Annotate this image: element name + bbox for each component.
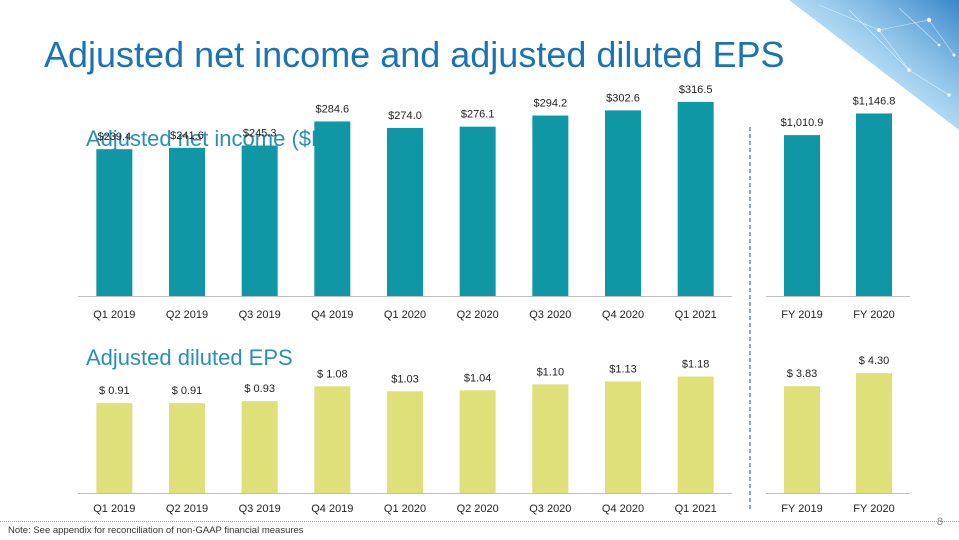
- x-tick-label: Q2 2020: [457, 309, 499, 321]
- bar: [387, 391, 423, 493]
- bar: [532, 384, 569, 493]
- bar: [459, 390, 496, 493]
- data-label: $284.6: [316, 103, 350, 115]
- data-label: $316.5: [679, 84, 713, 96]
- x-tick-label: Q3 2020: [529, 503, 571, 515]
- x-tick-label: Q1 2021: [675, 309, 717, 321]
- bar: [784, 386, 820, 493]
- x-tick-label: Q4 2020: [602, 309, 644, 321]
- x-tick-label: Q4 2020: [602, 503, 644, 515]
- bar: [169, 403, 205, 493]
- bar: [387, 127, 423, 297]
- data-label: $1.13: [609, 363, 637, 375]
- x-tick-label: Q4 2019: [311, 503, 353, 515]
- x-tick-label: Q4 2019: [311, 309, 353, 321]
- bar: [677, 101, 714, 296]
- data-label: $245.3: [243, 128, 277, 140]
- page-number: 8: [936, 516, 943, 528]
- data-label: $302.6: [606, 92, 640, 104]
- network-graphic-decoration: [789, 0, 959, 130]
- data-label: $ 0.91: [172, 385, 203, 397]
- x-tick-label: FY 2020: [853, 309, 894, 321]
- x-tick-label: Q2 2019: [166, 503, 208, 515]
- x-tick-label: FY 2019: [781, 309, 822, 321]
- x-tick-label: Q1 2019: [93, 503, 135, 515]
- bar: [605, 110, 641, 296]
- data-label: $1.04: [464, 372, 492, 384]
- data-label: $1,010.9: [781, 117, 824, 129]
- bar: [605, 381, 641, 493]
- data-label: $294.2: [534, 98, 568, 110]
- x-tick-label: Q2 2020: [457, 503, 499, 515]
- x-tick-label: Q3 2019: [239, 503, 281, 515]
- bar: [532, 115, 569, 296]
- bar: [96, 149, 133, 296]
- data-label: $ 3.83: [787, 368, 818, 380]
- data-label: $ 1.08: [317, 368, 348, 380]
- bar: [314, 121, 351, 296]
- bar: [856, 113, 892, 296]
- net-income-section-title: Adjusted net income ($M): [86, 126, 337, 151]
- data-label: $1.10: [537, 366, 565, 378]
- x-tick-label: Q3 2019: [239, 309, 281, 321]
- bar: [856, 373, 892, 493]
- bar: [169, 147, 205, 296]
- bar: [241, 145, 278, 296]
- x-tick-label: Q3 2020: [529, 309, 571, 321]
- bar: [314, 386, 351, 493]
- bar: [96, 403, 133, 493]
- data-label: $241.6: [170, 130, 204, 142]
- x-tick-label: FY 2020: [853, 503, 894, 515]
- eps-section-title: Adjusted diluted EPS: [86, 345, 293, 370]
- data-label: $1.03: [391, 373, 419, 385]
- x-tick-label: Q1 2020: [384, 503, 426, 515]
- x-tick-label: Q2 2019: [166, 309, 208, 321]
- x-tick-label: Q1 2019: [93, 309, 135, 321]
- page-title: Adjusted net income and adjusted diluted…: [44, 34, 785, 75]
- x-tick-label: FY 2019: [781, 503, 822, 515]
- x-tick-label: Q1 2020: [384, 309, 426, 321]
- data-label: $1,146.8: [853, 95, 896, 107]
- x-tick-label: Q1 2021: [675, 503, 717, 515]
- bar: [677, 376, 714, 493]
- data-label: $ 4.30: [859, 355, 890, 367]
- bar: [241, 401, 278, 493]
- data-label: $239.4: [98, 131, 132, 143]
- footnote: Note: See appendix for reconciliation of…: [8, 525, 304, 536]
- footer-divider: [0, 521, 959, 522]
- bar: [459, 126, 496, 297]
- data-label: $276.1: [461, 109, 495, 121]
- data-label: $ 0.93: [244, 383, 275, 395]
- data-label: $1.18: [682, 358, 710, 370]
- data-label: $ 0.91: [99, 385, 130, 397]
- data-label: $274.0: [388, 110, 422, 122]
- bar: [784, 135, 820, 296]
